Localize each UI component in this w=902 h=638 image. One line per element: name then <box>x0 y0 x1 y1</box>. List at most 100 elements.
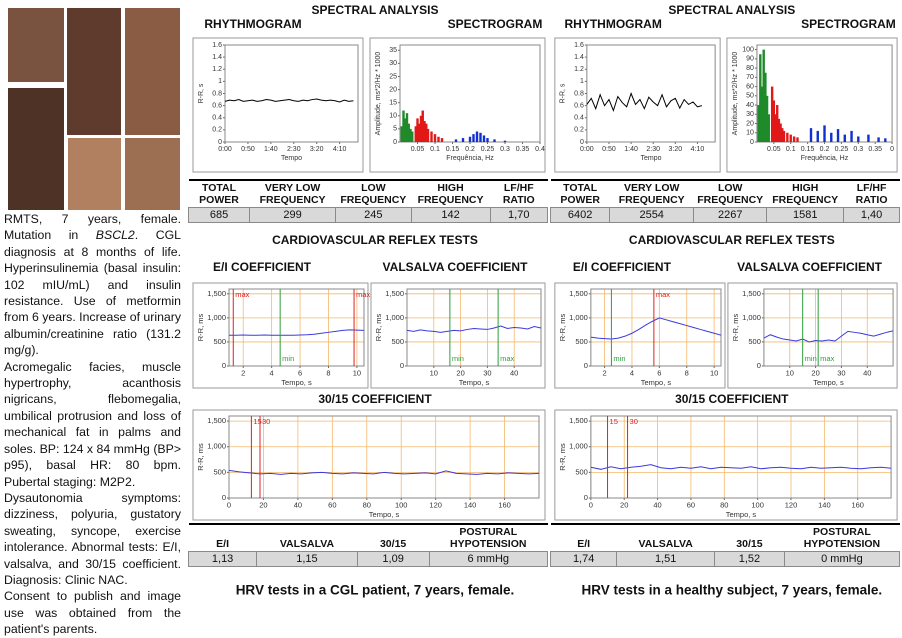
section-title: CARDIOVASCULAR REFLEX TESTS <box>629 233 835 247</box>
data-table: TOTAL POWER VERY LOW FREQUENCY LOW FREQUEN… <box>549 179 900 223</box>
table-cell: 6 mmHg <box>428 551 549 567</box>
bar <box>472 134 475 142</box>
y-tick-label: 0.6 <box>212 102 222 109</box>
y-tick-label: 0.4 <box>212 115 222 122</box>
y-tick-label: 0.8 <box>574 90 584 97</box>
bar <box>764 72 767 142</box>
y-tick-label: 0 <box>580 139 584 146</box>
bar <box>479 132 482 142</box>
bar <box>884 138 887 142</box>
x-tick-label: 140 <box>818 500 831 509</box>
bar <box>796 137 799 142</box>
x-tick-label: 20 <box>456 368 464 377</box>
table-cell: 1,52 <box>714 551 785 567</box>
line <box>763 330 894 343</box>
paragraph: RMTS, 7 years, female. Mutation in BSCL2… <box>4 211 181 359</box>
table-cell: 1,40 <box>843 207 900 223</box>
bar <box>762 49 765 142</box>
x-tick-label: 4 <box>270 368 274 377</box>
chart-title: RHYTHMOGRAM <box>204 17 301 31</box>
x-tick-label: 0:00 <box>218 146 232 153</box>
x-tick-label: 0 <box>227 500 231 509</box>
plot-area <box>590 415 892 499</box>
x-tick-label: 2:30 <box>646 146 660 153</box>
y-tick-label: 500 <box>213 337 226 346</box>
y-tick-label: 30 <box>389 60 397 67</box>
paragraph: Consent to publish and image use was obt… <box>4 588 181 637</box>
chart-title: E/I COEFFICIENT <box>573 260 672 274</box>
x-tick-label: 0.05 <box>411 146 425 153</box>
chart-frame <box>192 37 364 173</box>
x-tick-label: 160 <box>498 500 511 509</box>
x-axis-label: Tempo, s <box>726 510 757 519</box>
x-tick-label: 2 <box>241 368 245 377</box>
section-title: SPECTRAL ANALYSIS <box>668 3 795 17</box>
bar <box>421 110 424 142</box>
y-tick-label: 0 <box>222 361 226 370</box>
marker-label: 15 <box>253 417 261 426</box>
marker-label: min <box>613 354 625 363</box>
table-cell: 1,74 <box>549 551 618 567</box>
data-table: E/I VALSALVA 30/15 POSTURAL HYPOTENSION 1,74… <box>549 523 901 567</box>
bar <box>857 136 860 142</box>
y-tick-label: 40 <box>746 102 754 109</box>
bar <box>772 100 776 142</box>
bar <box>425 123 428 142</box>
bar <box>816 130 819 142</box>
x-axis-label: Tempo <box>640 155 661 162</box>
x-tick-label: 100 <box>751 500 764 509</box>
caption: HRV tests in a CGL patient, 7 years, fem… <box>236 583 515 598</box>
bar <box>503 140 507 142</box>
x-tick-label: 6 <box>298 368 302 377</box>
marker-label: min <box>805 354 817 363</box>
y-axis-label: R-R, s <box>198 83 205 103</box>
chart-title: E/I COEFFICIENT <box>213 260 312 274</box>
y-axis-label: R-R, ms <box>374 314 383 342</box>
bar <box>757 105 760 142</box>
bar <box>404 118 407 142</box>
column-header: POSTURAL HYPOTENSION <box>784 523 900 552</box>
y-tick-label: 1,500 <box>385 289 404 298</box>
y-tick-label: 100 <box>742 46 754 53</box>
table-cell: 299 <box>249 207 337 223</box>
bar <box>423 121 426 142</box>
text-run: Consent to publish and image use was obt… <box>4 589 181 637</box>
y-tick-label: 0 <box>757 361 761 370</box>
x-tick-label: 0 <box>589 500 593 509</box>
column-header: TOTAL POWER <box>550 179 610 208</box>
marker-label: min <box>282 354 294 363</box>
x-tick-label: 10 <box>786 368 794 377</box>
y-tick-label: 0.6 <box>574 102 584 109</box>
y-tick-label: 90 <box>746 56 754 63</box>
table-cell: 1,51 <box>616 551 716 567</box>
y-tick-label: 20 <box>746 120 754 127</box>
bar <box>765 95 769 142</box>
y-tick-label: 0 <box>222 493 226 502</box>
table-cell: 6402 <box>549 207 611 223</box>
y-tick-label: 1,000 <box>569 313 588 322</box>
chart-title: VALSALVA COEFFICIENT <box>737 260 883 274</box>
x-tick-label: 8 <box>685 368 689 377</box>
value-row: 6402 2554 2267 1581 1,40 <box>549 207 900 223</box>
chart-title: SPECTROGRAM <box>448 17 543 31</box>
bar <box>776 105 779 142</box>
table-cell: 685 <box>187 207 251 223</box>
column-header: E/I <box>550 523 617 552</box>
y-tick-label: 1.4 <box>212 54 222 61</box>
chart-frame <box>369 37 546 173</box>
bar <box>414 126 417 142</box>
data-table: E/I VALSALVA 30/15 POSTURAL HYPOTENSION 1,13… <box>187 523 549 567</box>
table-cell: 1,70 <box>489 207 549 223</box>
bar <box>823 125 826 142</box>
plot-area <box>224 44 359 143</box>
y-tick-label: 0 <box>584 361 588 370</box>
column-header: POSTURAL HYPOTENSION <box>429 523 548 552</box>
bar <box>836 129 840 142</box>
bar <box>789 134 792 142</box>
line <box>229 329 365 336</box>
x-tick-label: 3:20 <box>310 146 324 153</box>
x-tick-label: 0.3 <box>853 146 863 153</box>
y-tick-label: 60 <box>746 83 754 90</box>
bar <box>486 138 489 142</box>
x-axis-label: Tempo, s <box>459 378 490 387</box>
